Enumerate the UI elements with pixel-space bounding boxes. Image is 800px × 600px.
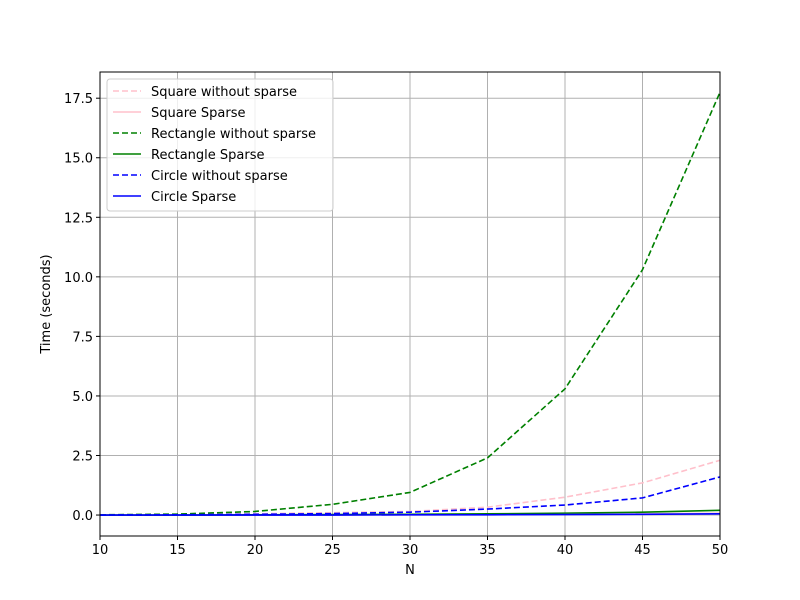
- data-point-rectangle-without-sparse: [486, 457, 488, 459]
- legend-label-square-without-sparse: Square without sparse: [151, 85, 297, 100]
- y-tick-label: 15.0: [64, 152, 93, 167]
- y-tick-label: 12.5: [64, 211, 93, 226]
- legend: Square without sparse Square Sparse Rectan…: [106, 78, 334, 212]
- x-tick-label: 10: [92, 543, 109, 558]
- data-point-circle-without-sparse: [409, 511, 411, 513]
- series-layer: [99, 91, 721, 516]
- data-point-circle-sparse: [486, 514, 488, 516]
- data-point-circle-sparse: [641, 513, 643, 515]
- data-point-circle-without-sparse: [486, 508, 488, 510]
- legend-label-rectangle-sparse: Rectangle Sparse: [151, 148, 264, 163]
- data-point-rectangle-without-sparse: [331, 503, 333, 505]
- legend-label-circle-without-sparse: Circle without sparse: [151, 169, 288, 184]
- series-line-rectangle-without-sparse: [99, 91, 721, 516]
- data-point-circle-sparse: [176, 514, 178, 516]
- data-point-rectangle-sparse: [641, 511, 643, 513]
- x-tick-label: 50: [712, 543, 729, 558]
- y-tick-label: 5.0: [72, 390, 93, 405]
- data-point-square-without-sparse: [564, 496, 566, 498]
- y-tick-label: 17.5: [64, 92, 93, 107]
- data-point-rectangle-without-sparse: [641, 269, 643, 271]
- data-point-rectangle-without-sparse: [254, 510, 256, 512]
- data-point-circle-sparse: [409, 514, 411, 516]
- legend-label-rectangle-without-sparse: Rectangle without sparse: [151, 127, 316, 142]
- x-tick-label: 20: [247, 543, 264, 558]
- data-point-rectangle-without-sparse: [409, 491, 411, 493]
- y-tick-label: 7.5: [72, 330, 93, 345]
- x-tick-label: 35: [479, 543, 496, 558]
- series-line-circle-sparse: [100, 513, 721, 516]
- data-point-circle-without-sparse: [564, 504, 566, 506]
- data-point-square-without-sparse: [641, 482, 643, 484]
- x-tick-label: 30: [402, 543, 419, 558]
- y-tick-label: 0.0: [72, 509, 93, 524]
- x-tick-label: 25: [324, 543, 341, 558]
- legend-label-circle-sparse: Circle Sparse: [151, 190, 236, 205]
- x-tick-label: 45: [634, 543, 651, 558]
- data-point-circle-without-sparse: [641, 497, 643, 499]
- data-point-rectangle-without-sparse: [564, 388, 566, 390]
- y-axis-label: Time (seconds): [39, 254, 54, 354]
- x-tick-label: 15: [169, 543, 186, 558]
- data-point-circle-sparse: [254, 514, 256, 516]
- x-tick-label: 40: [557, 543, 574, 558]
- grid-layer: [99, 72, 721, 536]
- y-tick-label: 2.5: [72, 449, 93, 464]
- tick-layer: 10 15 20 25 30 35 40 45 50 0.0 2.5 5.0 7.5 10.0 12.5 15…: [64, 92, 728, 558]
- legend-label-square-sparse: Square Sparse: [151, 106, 246, 121]
- y-tick-label: 10.0: [64, 271, 93, 286]
- x-axis-label: N: [405, 563, 415, 578]
- data-point-circle-sparse: [331, 514, 333, 516]
- legend-box: [106, 78, 334, 212]
- data-point-circle-sparse: [564, 513, 566, 515]
